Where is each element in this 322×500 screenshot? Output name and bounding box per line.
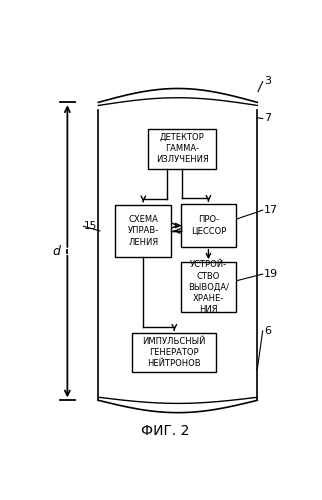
- Text: ДЕТЕКТОР
ГАММА-
ИЗЛУЧЕНИЯ: ДЕТЕКТОР ГАММА- ИЗЛУЧЕНИЯ: [156, 133, 209, 164]
- Text: 15: 15: [84, 220, 97, 230]
- Bar: [181, 262, 236, 312]
- Bar: [181, 204, 236, 246]
- Text: ПРО-
ЦЕССОР: ПРО- ЦЕССОР: [191, 216, 226, 236]
- Text: 17: 17: [264, 205, 278, 215]
- Text: СХЕМА
УПРАВ-
ЛЕНИЯ: СХЕМА УПРАВ- ЛЕНИЯ: [128, 216, 159, 246]
- Text: УСТРОЙ-
СТВО
ВЫВОДА/
ХРАНЕ-
НИЯ: УСТРОЙ- СТВО ВЫВОДА/ ХРАНЕ- НИЯ: [188, 260, 229, 314]
- Text: ИМПУЛЬСНЫЙ
ГЕНЕРАТОР
НЕЙТРОНОВ: ИМПУЛЬСНЫЙ ГЕНЕРАТОР НЕЙТРОНОВ: [143, 337, 206, 368]
- Bar: [115, 205, 171, 257]
- Bar: [132, 334, 216, 372]
- Text: d: d: [52, 245, 61, 258]
- Text: 6: 6: [264, 326, 271, 336]
- Text: 19: 19: [264, 269, 278, 279]
- Text: 7: 7: [264, 113, 271, 122]
- Bar: [148, 128, 216, 168]
- Text: ФИГ. 2: ФИГ. 2: [141, 424, 189, 438]
- Text: 3: 3: [264, 76, 271, 86]
